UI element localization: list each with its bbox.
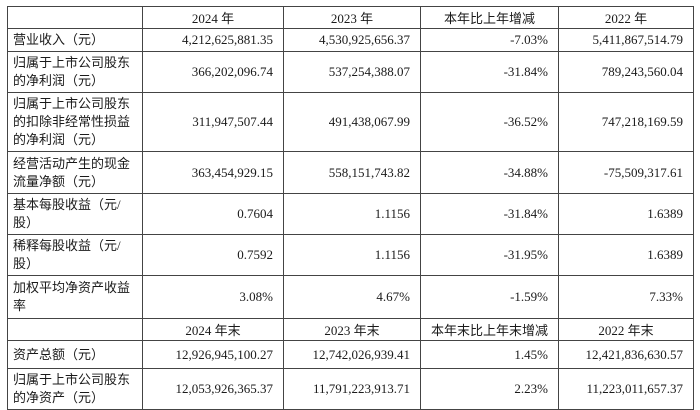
row-label: 基本每股收益（元/股）: [7, 193, 143, 235]
value-2022: -75,509,317.61: [558, 151, 694, 194]
table-row-diluted-eps: 稀释每股收益（元/股） 0.7592 1.1156 -31.95% 1.6389: [7, 234, 694, 276]
value-2023: 558,151,743.82: [283, 151, 421, 194]
row-label: 营业收入（元）: [7, 28, 143, 52]
row-label: 归属于上市公司股东的扣除非经常性损益的净利润（元）: [7, 92, 143, 152]
value-2024: 0.7592: [142, 234, 284, 276]
header-corner-cell: [7, 318, 143, 341]
value-2022: 7.33%: [558, 275, 694, 319]
row-label: 归属于上市公司股东的净资产（元）: [7, 368, 143, 410]
value-2024: 311,947,507.44: [142, 92, 284, 152]
value-change: -1.59%: [420, 275, 559, 319]
table-row-basic-eps: 基本每股收益（元/股） 0.7604 1.1156 -31.84% 1.6389: [7, 193, 694, 235]
header-yoy-end-change: 本年末比上年末增减: [420, 318, 559, 341]
table-row-weighted-avg-roe: 加权平均净资产收益率 3.08% 4.67% -1.59% 7.33%: [7, 275, 694, 319]
value-2024: 0.7604: [142, 193, 284, 235]
value-2023: 1.1156: [283, 234, 421, 276]
row-label: 加权平均净资产收益率: [7, 275, 143, 319]
value-2022: 747,218,169.59: [558, 92, 694, 152]
value-2024: 12,053,926,365.37: [142, 368, 284, 410]
header-2022-end: 2022 年末: [558, 318, 694, 341]
table-row-net-assets: 归属于上市公司股东的净资产（元） 12,053,926,365.37 11,79…: [7, 368, 694, 410]
header-yoy-change: 本年比上年增减: [420, 6, 559, 29]
row-label: 归属于上市公司股东的净利润（元）: [7, 51, 143, 93]
value-2023: 11,791,223,913.71: [283, 368, 421, 410]
header-row-period: 2024 年 2023 年 本年比上年增减 2022 年: [7, 6, 694, 29]
value-change: -36.52%: [420, 92, 559, 152]
value-2022: 12,421,836,630.57: [558, 340, 694, 369]
header-corner-cell: [7, 6, 143, 29]
table-row-net-profit-excl-nonrecurring: 归属于上市公司股东的扣除非经常性损益的净利润（元） 311,947,507.44…: [7, 92, 694, 152]
row-label: 稀释每股收益（元/股）: [7, 234, 143, 276]
value-change: 1.45%: [420, 340, 559, 369]
value-change: -31.84%: [420, 193, 559, 235]
value-2023: 4.67%: [283, 275, 421, 319]
value-2022: 1.6389: [558, 234, 694, 276]
table-row-net-profit: 归属于上市公司股东的净利润（元） 366,202,096.74 537,254,…: [7, 51, 694, 93]
value-2023: 1.1156: [283, 193, 421, 235]
value-2024: 363,454,929.15: [142, 151, 284, 194]
value-2024: 366,202,096.74: [142, 51, 284, 93]
table-row-revenue: 营业收入（元） 4,212,625,881.35 4,530,925,656.3…: [7, 28, 694, 52]
value-2024: 3.08%: [142, 275, 284, 319]
value-2022: 5,411,867,514.79: [558, 28, 694, 52]
value-change: -31.95%: [420, 234, 559, 276]
value-2022: 789,243,560.04: [558, 51, 694, 93]
table-row-total-assets: 资产总额（元） 12,926,945,100.27 12,742,026,939…: [7, 340, 694, 369]
value-change: 2.23%: [420, 368, 559, 410]
value-2023: 491,438,067.99: [283, 92, 421, 152]
row-label: 经营活动产生的现金流量净额（元）: [7, 151, 143, 194]
header-2024-end: 2024 年末: [142, 318, 284, 341]
row-label: 资产总额（元）: [7, 340, 143, 369]
value-2023: 4,530,925,656.37: [283, 28, 421, 52]
header-2023: 2023 年: [283, 6, 421, 29]
value-2023: 12,742,026,939.41: [283, 340, 421, 369]
value-2024: 12,926,945,100.27: [142, 340, 284, 369]
value-2024: 4,212,625,881.35: [142, 28, 284, 52]
header-2024: 2024 年: [142, 6, 284, 29]
value-2023: 537,254,388.07: [283, 51, 421, 93]
value-change: -7.03%: [420, 28, 559, 52]
header-row-period-end: 2024 年末 2023 年末 本年末比上年末增减 2022 年末: [7, 318, 694, 341]
financial-summary-table: 2024 年 2023 年 本年比上年增减 2022 年 营业收入（元） 4,2…: [7, 6, 694, 410]
value-2022: 11,223,011,657.37: [558, 368, 694, 410]
header-2022: 2022 年: [558, 6, 694, 29]
value-change: -34.88%: [420, 151, 559, 194]
value-change: -31.84%: [420, 51, 559, 93]
table-row-operating-cash-flow: 经营活动产生的现金流量净额（元） 363,454,929.15 558,151,…: [7, 151, 694, 194]
header-2023-end: 2023 年末: [283, 318, 421, 341]
value-2022: 1.6389: [558, 193, 694, 235]
